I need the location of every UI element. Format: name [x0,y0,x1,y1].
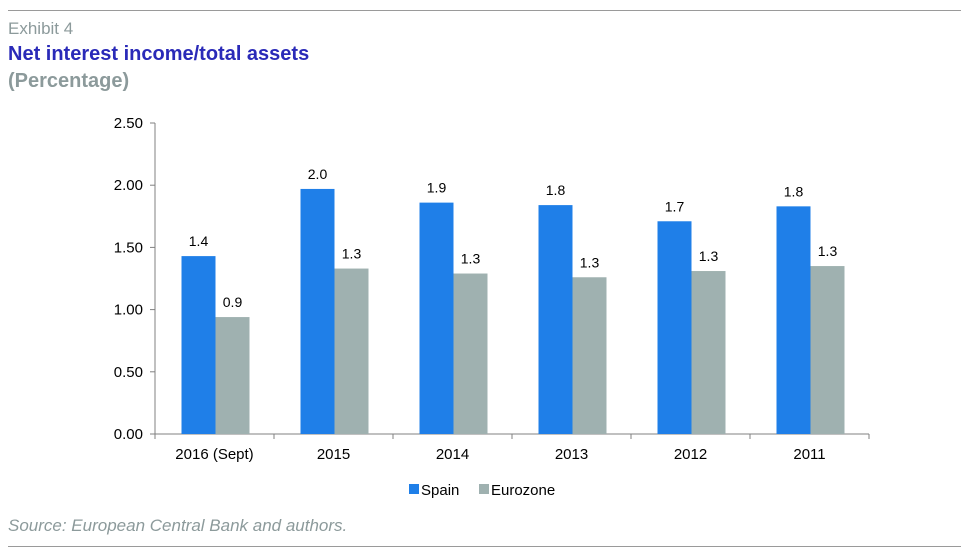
axes: 0.00 0.50 1.00 1.50 2.00 2.50 2016 (Sept) 2015 2… [114,115,870,463]
exhibit-label: Exhibit 4 [8,19,74,38]
y-tick-label: 2.50 [114,115,143,132]
data-label: 0.9 [223,294,243,310]
bar-eurozone [334,268,369,434]
bar-eurozone [810,266,845,434]
bar-spain [657,221,692,434]
legend-swatch-spain [409,484,419,494]
data-label: 1.4 [189,233,209,249]
bar-spain [419,202,454,434]
legend-label-eurozone: Eurozone [491,482,555,499]
bar-eurozone [572,277,607,434]
data-label: 1.8 [784,183,804,199]
y-tick-label: 1.00 [114,302,143,319]
top-rule [8,10,961,11]
data-label: 1.7 [665,198,685,214]
bar-spain [538,205,573,434]
data-label: 1.3 [580,254,600,270]
source-note: Source: European Central Bank and author… [8,516,348,535]
data-label: 1.3 [342,246,362,262]
bars: 1.4 2.0 1.9 1.8 1.7 1.8 0.9 1.3 1.3 1.3 1.3 1.3 [181,166,845,434]
data-label: 1.3 [818,243,838,259]
bar-eurozone [453,273,488,434]
y-tick-label: 1.50 [114,239,143,256]
x-tick-label: 2015 [317,446,350,463]
y-tick-label: 0.00 [114,426,143,443]
legend-label-spain: Spain [421,482,459,499]
legend: Spain Eurozone [409,482,555,499]
y-tick-label: 0.50 [114,364,143,381]
bar-eurozone [215,317,250,434]
data-label: 1.3 [461,251,481,267]
data-label: 1.8 [546,182,566,198]
x-tick-label: 2016 (Sept) [175,446,253,463]
legend-swatch-eurozone [479,484,489,494]
bar-eurozone [691,271,726,434]
x-tick-label: 2011 [793,446,825,463]
bar-spain [181,256,216,434]
data-label: 1.3 [699,248,719,264]
data-label: 2.0 [308,166,328,182]
chart-title: Net interest income/total assets [8,43,310,65]
chart-subtitle: (Percentage) [8,70,130,92]
data-label: 1.9 [427,180,447,196]
x-tick-label: 2014 [436,446,469,463]
bar-spain [776,206,811,434]
x-tick-label: 2013 [555,446,588,463]
bar-spain [300,188,335,434]
x-tick-label: 2012 [674,446,707,463]
bottom-rule [8,546,961,547]
y-tick-label: 2.00 [114,177,143,194]
